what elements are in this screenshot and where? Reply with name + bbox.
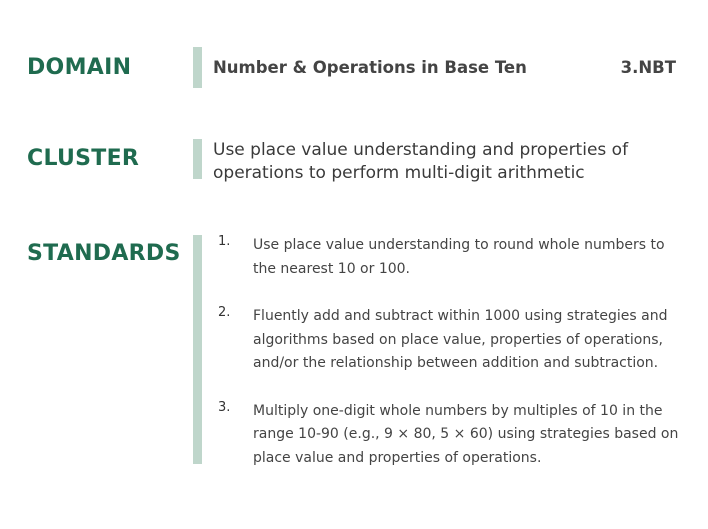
- standard-text: Multiply one-digit whole numbers by mult…: [253, 402, 679, 466]
- standards-heading: STANDARDS: [27, 241, 181, 266]
- standard-number: 3.: [218, 399, 231, 415]
- standards-list: 1. Use place value understanding to roun…: [218, 234, 688, 470]
- standard-item: 2. Fluently add and subtract within 1000…: [218, 305, 688, 376]
- domain-code: 3.NBT: [620, 58, 676, 77]
- standard-number: 2.: [218, 305, 231, 320]
- standard-number: 1.: [218, 234, 231, 249]
- cluster-description: Use place value understanding and proper…: [213, 140, 629, 183]
- domain-name: Number & Operations in Base Ten: [213, 58, 527, 77]
- domain-accent-bar: [193, 47, 202, 88]
- cluster-accent-bar: [193, 139, 202, 179]
- standards-accent-bar: [193, 235, 202, 464]
- standard-text: Use place value understanding to round w…: [253, 237, 665, 277]
- standard-item: 1. Use place value understanding to roun…: [218, 234, 688, 281]
- standard-text: Fluently add and subtract within 1000 us…: [253, 308, 668, 371]
- domain-heading: DOMAIN: [27, 55, 132, 80]
- cluster-heading: CLUSTER: [27, 146, 140, 171]
- standard-item: 3. Multiply one-digit whole numbers by m…: [218, 400, 688, 471]
